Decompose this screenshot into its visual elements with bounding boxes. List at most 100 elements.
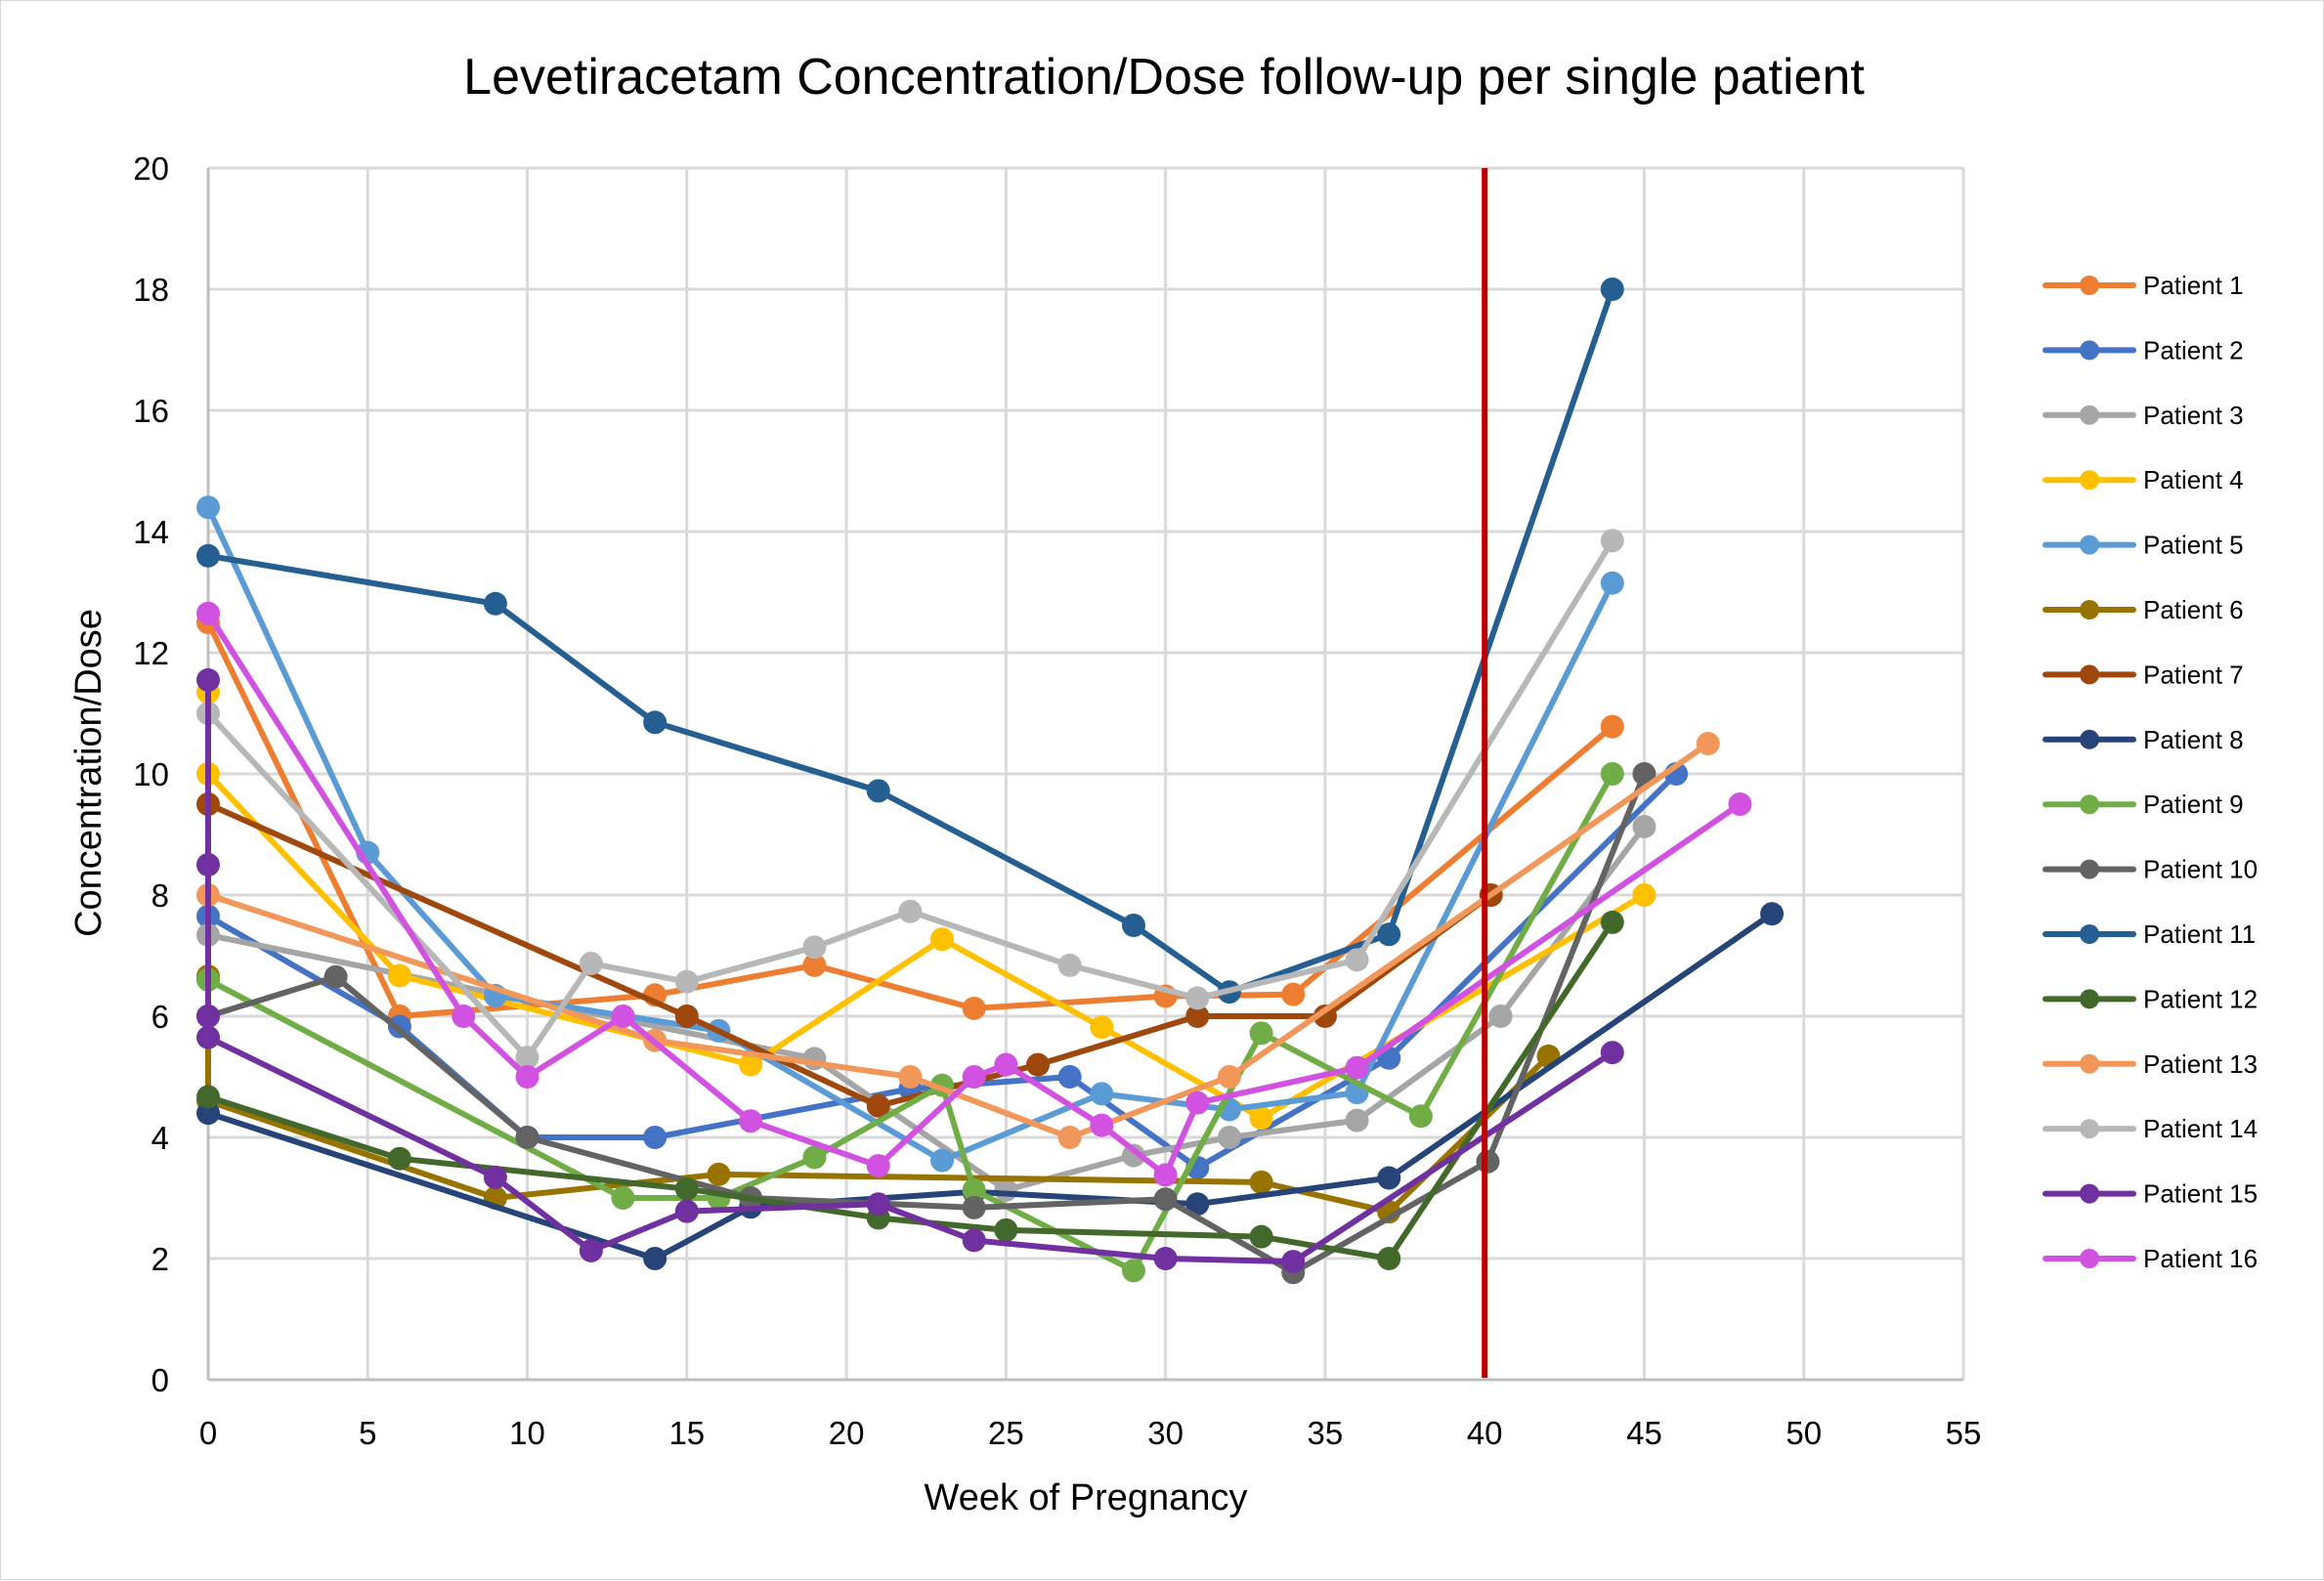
data-point	[1600, 910, 1624, 934]
data-point	[611, 1186, 635, 1210]
y-tick-label: 8	[151, 877, 169, 914]
series-patient-1	[196, 611, 1624, 1028]
x-tick-label: 45	[1626, 1415, 1662, 1451]
data-point	[1281, 1250, 1306, 1274]
legend-item: Patient 6	[2043, 595, 2244, 624]
legend-item: Patient 10	[2043, 855, 2258, 884]
data-point	[387, 963, 411, 988]
legend-label: Patient 7	[2143, 660, 2244, 689]
series-patient-11	[196, 278, 1624, 1004]
series-line	[205, 771, 1615, 1274]
data-point	[1313, 1004, 1337, 1028]
legend-swatch-marker	[2080, 276, 2099, 295]
x-tick-label: 50	[1786, 1415, 1822, 1451]
legend-label: Patient 5	[2143, 531, 2244, 560]
data-point	[1249, 1021, 1273, 1046]
data-point	[515, 1126, 539, 1149]
series-patient-10	[196, 762, 1657, 1285]
y-tick-label: 18	[133, 272, 169, 308]
data-point	[196, 1004, 220, 1028]
legend-item: Patient 16	[2043, 1244, 2258, 1273]
x-tick-labels: 0 5 10 15 20 25 30 35 40 45 50 55	[199, 1415, 1982, 1451]
x-tick-label: 55	[1946, 1415, 1982, 1451]
data-point	[898, 899, 923, 923]
data-point	[1090, 1015, 1114, 1040]
y-axis-label: Concentration/Dose	[68, 609, 109, 937]
data-point	[483, 1165, 507, 1189]
y-tick-label: 2	[151, 1241, 169, 1277]
data-point	[866, 1154, 890, 1178]
series-patient-5	[196, 495, 1624, 1173]
legend-label: Patient 15	[2143, 1179, 2258, 1209]
x-tick-label: 35	[1308, 1415, 1344, 1451]
legend-swatch-marker	[2080, 600, 2099, 620]
legend-item: Patient 2	[2043, 335, 2244, 364]
legend-item: Patient 7	[2043, 660, 2244, 689]
data-point	[962, 996, 986, 1020]
x-tick-label: 25	[988, 1415, 1024, 1451]
y-tick-labels: 0 2 4 6 8 10 12 14 16 18 20	[133, 150, 169, 1398]
data-point	[962, 1065, 986, 1089]
legend-item: Patient 3	[2043, 401, 2244, 430]
data-point	[1377, 922, 1401, 947]
y-tick-label: 20	[133, 150, 169, 187]
data-point	[1057, 1065, 1082, 1089]
legend-swatch-marker	[2080, 405, 2099, 425]
data-point	[1728, 792, 1752, 816]
data-point	[994, 1177, 1018, 1202]
data-point	[1696, 732, 1720, 755]
series-line	[205, 537, 1615, 1061]
data-point	[1408, 1104, 1433, 1129]
data-point	[898, 1065, 923, 1089]
data-point	[802, 935, 827, 960]
data-point	[1249, 1106, 1273, 1131]
y-tick-label: 12	[133, 635, 169, 671]
legend-swatch-marker	[2080, 729, 2099, 749]
data-point	[611, 1004, 635, 1028]
data-point	[196, 1101, 220, 1126]
legend-item: Patient 12	[2043, 984, 2258, 1013]
data-point	[802, 953, 827, 977]
data-point	[196, 543, 220, 568]
series-line	[205, 919, 1615, 1261]
legend-swatch-marker	[2080, 924, 2099, 944]
data-point	[483, 591, 507, 616]
series-line	[205, 620, 1615, 1019]
data-point	[994, 1052, 1018, 1077]
legend-swatch-marker	[2080, 1249, 2099, 1268]
x-tick-label: 40	[1467, 1415, 1503, 1451]
legend-swatch-marker	[2080, 534, 2099, 555]
data-point	[739, 1109, 763, 1133]
legend-item: Patient 5	[2043, 531, 2244, 560]
data-point	[196, 495, 220, 520]
data-point	[1090, 1082, 1114, 1106]
data-point	[1026, 1052, 1051, 1077]
x-tick-label: 30	[1147, 1415, 1184, 1451]
legend-swatch-marker	[2080, 664, 2099, 685]
data-point	[579, 1238, 603, 1262]
data-point	[1632, 762, 1657, 786]
series-line	[205, 676, 1615, 1265]
data-point	[515, 1046, 539, 1070]
series-line	[205, 286, 1615, 996]
legend-item: Patient 13	[2043, 1049, 2258, 1079]
data-point	[674, 969, 699, 994]
data-point	[1488, 1004, 1513, 1028]
data-point	[1345, 1055, 1369, 1080]
x-tick-label: 0	[199, 1415, 217, 1451]
legend-swatch-marker	[2080, 794, 2099, 815]
data-point	[994, 1218, 1018, 1242]
data-point	[452, 1004, 476, 1028]
series-line	[205, 741, 1711, 1140]
data-point	[323, 964, 348, 989]
y-tick-label: 0	[151, 1362, 169, 1398]
series-patient-9	[196, 762, 1624, 1283]
data-point	[196, 667, 220, 692]
data-point	[1281, 982, 1306, 1006]
data-point	[674, 1176, 699, 1201]
data-point	[866, 1093, 890, 1118]
y-tick-label: 16	[133, 393, 169, 429]
data-point	[866, 1192, 890, 1217]
x-tick-label: 15	[668, 1415, 705, 1451]
